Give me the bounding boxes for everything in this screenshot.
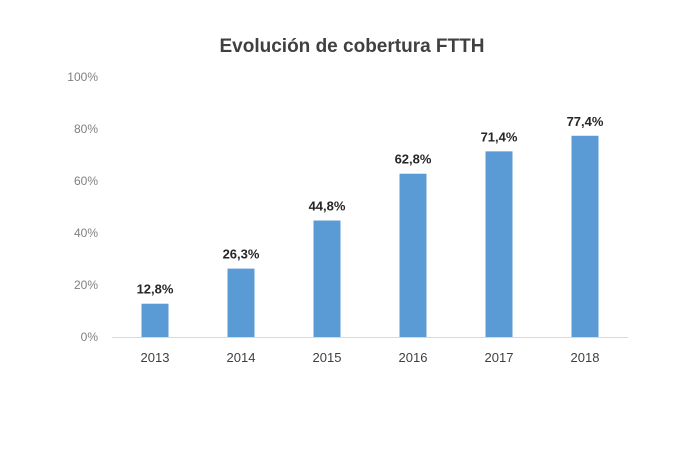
x-tick-label-2017: 2017 [485, 350, 514, 365]
x-tick-label-2016: 2016 [399, 350, 428, 365]
bars [141, 135, 599, 337]
bar-2013 [141, 303, 169, 337]
y-tick-label: 20% [74, 278, 98, 292]
data-label-2018: 77,4% [567, 114, 604, 129]
data-label-2016: 62,8% [395, 152, 432, 167]
bar-2014 [227, 268, 255, 337]
x-tick-label-2014: 2014 [227, 350, 256, 365]
y-tick-label: 40% [74, 226, 98, 240]
y-tick-label: 60% [74, 174, 98, 188]
x-axis-ticks: 2013 2014 2015 2016 2017 2018 [141, 350, 600, 365]
y-axis-ticks: 0% 20% 40% 60% 80% 100% [67, 70, 98, 344]
y-tick-label: 0% [81, 330, 99, 344]
x-tick-label-2013: 2013 [141, 350, 170, 365]
data-labels: 12,8% 26,3% 44,8% 62,8% 71,4% 77,4% [137, 114, 604, 297]
y-tick-label: 100% [67, 70, 98, 84]
bar-2017 [485, 151, 513, 337]
data-label-2013: 12,8% [137, 282, 174, 297]
bar-2015 [313, 220, 341, 337]
data-label-2017: 71,4% [481, 129, 518, 144]
y-tick-label: 80% [74, 122, 98, 136]
x-tick-label-2018: 2018 [571, 350, 600, 365]
x-tick-label-2015: 2015 [313, 350, 342, 365]
chart-title: Evolución de cobertura FTTH [220, 36, 485, 57]
bar-2018 [571, 135, 599, 337]
bar-2016 [399, 173, 427, 337]
data-label-2014: 26,3% [223, 247, 260, 262]
data-label-2015: 44,8% [309, 199, 346, 214]
